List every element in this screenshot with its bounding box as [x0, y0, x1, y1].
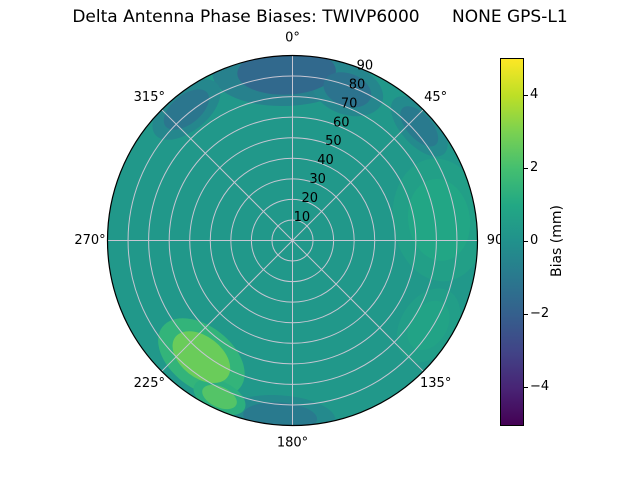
- colorbar-tick-label: 2: [530, 159, 539, 175]
- polar-grid: [107, 55, 478, 426]
- radial-tick-label: 80: [349, 77, 366, 92]
- colorbar-tick-label: −4: [530, 379, 550, 395]
- radial-tick-label: 20: [302, 191, 319, 206]
- radial-tick-label: 10: [294, 210, 311, 225]
- contour-region-north-east-low: [323, 72, 372, 108]
- chart-title: Delta Antenna Phase Biases: TWIVP6000 NO…: [72, 7, 568, 27]
- azimuth-tick-label: 270°: [74, 233, 105, 248]
- colorbar-tick: [524, 95, 528, 96]
- azimuth-tick-label: 90: [487, 233, 504, 248]
- colorbar-tick-label: −2: [530, 306, 550, 322]
- radial-tick-label: 60: [333, 115, 350, 130]
- contour-region-southwest-high-2: [202, 384, 237, 410]
- contour-region-north-edge-low: [237, 55, 336, 95]
- radial-tick-label: 70: [341, 96, 358, 111]
- contour-region-northeast-low: [400, 106, 439, 147]
- azimuth-tick-label: 315°: [134, 90, 165, 105]
- colorbar: [500, 58, 524, 426]
- azimuth-tick-labels: 0° 45° 90 135° 180° 225° 270° 315°: [74, 31, 503, 451]
- colorbar-tick: [524, 314, 528, 315]
- colorbar-tick-label: 4: [530, 86, 539, 102]
- radial-tick-labels: 10 20 30 40 50 60 70 80 90: [294, 58, 373, 225]
- colorbar-tick: [524, 168, 528, 169]
- azimuth-tick-label: 225°: [134, 376, 165, 391]
- colorbar-tick-label: 0: [530, 233, 539, 248]
- colorbar-label: Bias (mm): [549, 204, 565, 278]
- contour-region-northwest-low: [163, 89, 210, 130]
- radial-tick-label: 40: [317, 153, 334, 168]
- polar-outline: [106, 54, 479, 427]
- azimuth-tick-label: 180°: [277, 435, 308, 450]
- radial-tick-label: 50: [325, 134, 342, 149]
- contour-region-southwest-high-1: [172, 331, 231, 384]
- colorbar-tick: [524, 241, 528, 242]
- azimuth-tick-label: 135°: [420, 376, 451, 391]
- azimuth-tick-label: 0°: [285, 31, 300, 46]
- contour-regions: [152, 55, 478, 426]
- radial-tick-label: 90: [357, 58, 374, 73]
- contour-region-southeast-high: [407, 300, 450, 351]
- azimuth-tick-label: 45°: [424, 90, 447, 105]
- radial-tick-label: 30: [309, 172, 326, 187]
- colorbar-tick: [524, 387, 528, 388]
